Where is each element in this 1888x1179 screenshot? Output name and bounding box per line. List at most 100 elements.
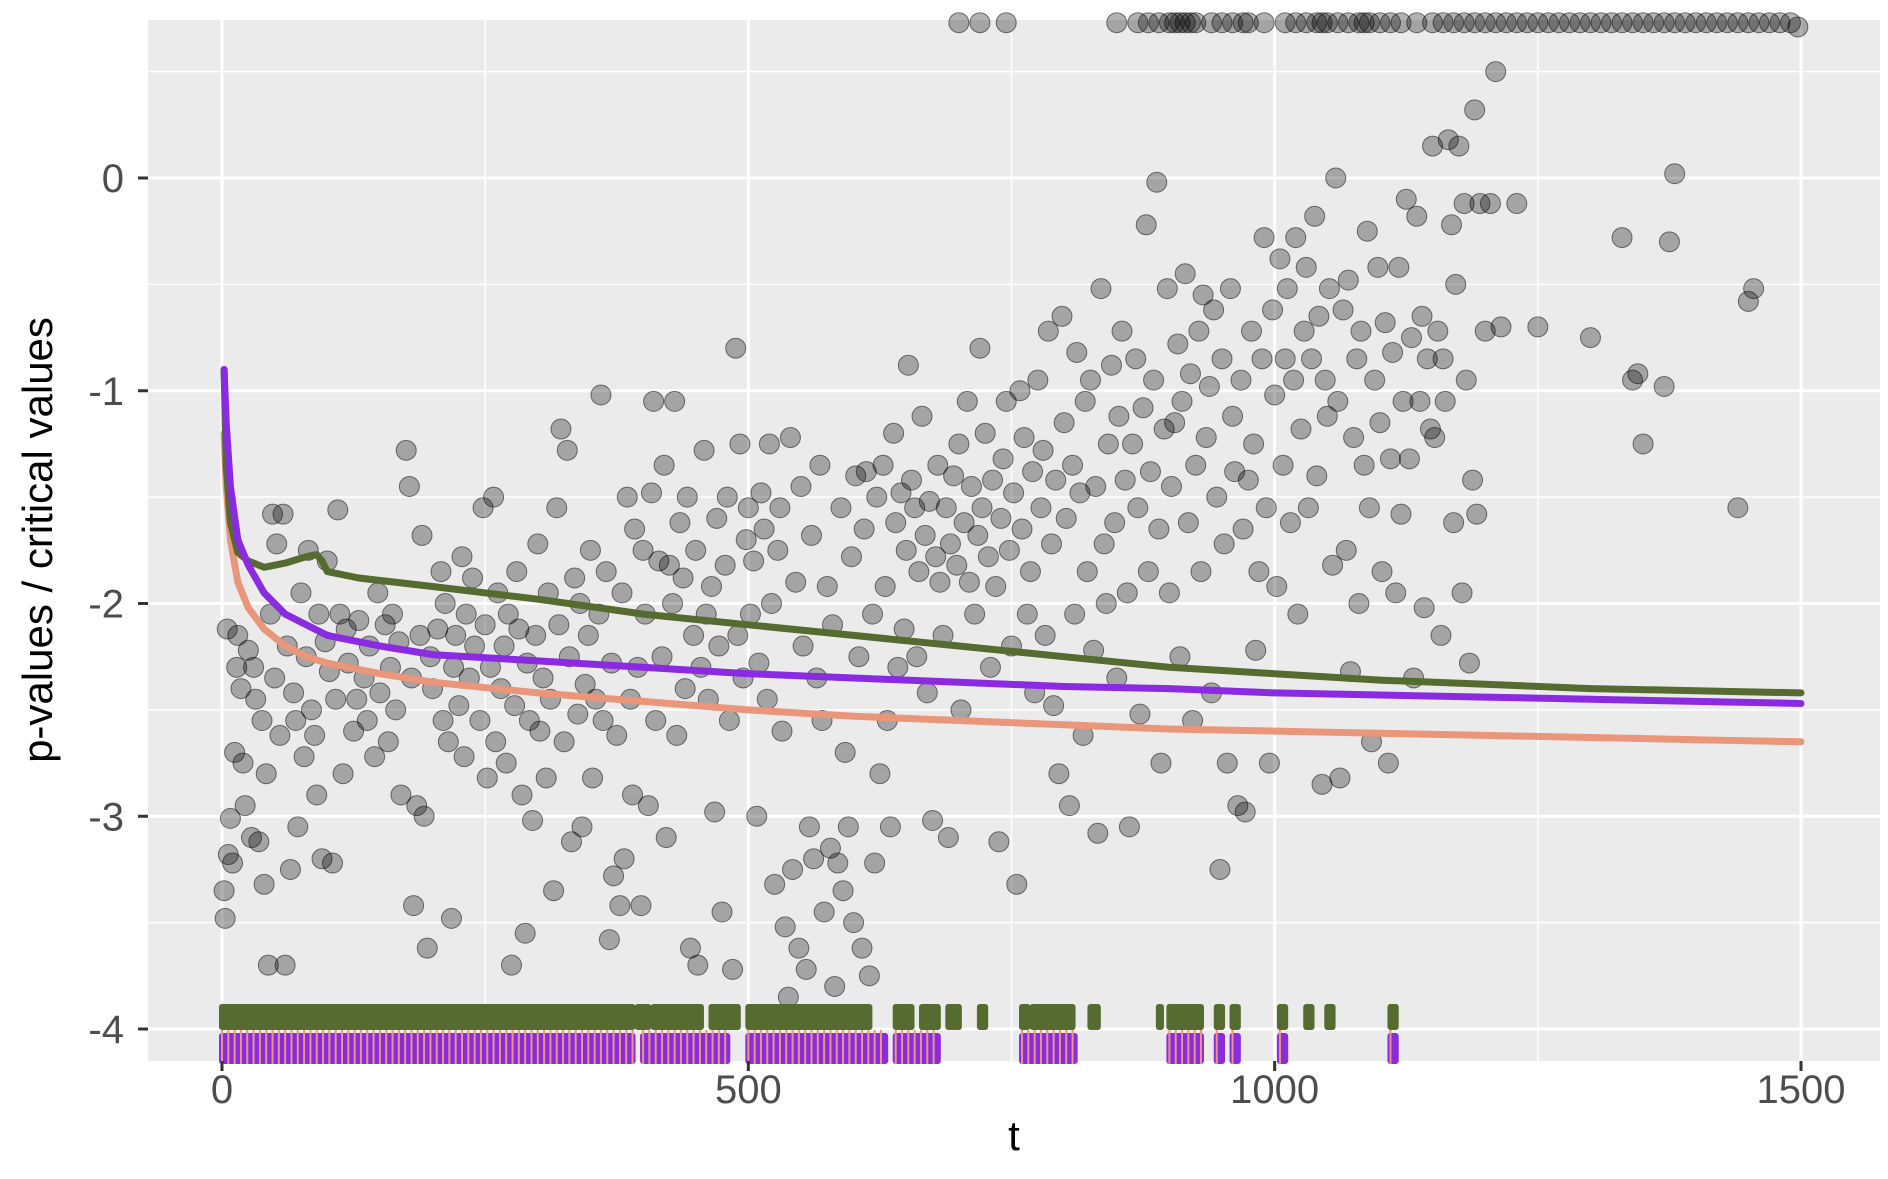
data-point [693, 439, 715, 461]
data-point [548, 614, 570, 636]
data-point [1411, 305, 1433, 327]
data-point [1369, 412, 1391, 434]
rug-green [1029, 1004, 1076, 1030]
data-point [714, 554, 736, 576]
data-point [1022, 461, 1044, 483]
data-point [1346, 348, 1368, 370]
data-point [1395, 188, 1417, 210]
data-point [304, 724, 326, 746]
data-point [630, 895, 652, 917]
data-point [872, 454, 894, 476]
data-point [550, 418, 572, 440]
data-point [1203, 299, 1225, 321]
data-point [609, 895, 631, 917]
data-point-top [1237, 12, 1259, 34]
data-point [1506, 193, 1528, 215]
y-axis-title: p-values / critical values [14, 317, 61, 763]
x-axis: 0 500 1000 1500 [211, 1061, 1845, 1112]
data-point [874, 575, 896, 597]
data-point [1290, 418, 1312, 440]
data-point [483, 486, 505, 508]
data-point [1198, 375, 1220, 397]
data-point [257, 954, 279, 976]
data-point [803, 848, 825, 870]
rug-green [745, 1004, 873, 1030]
data-point [1469, 193, 1491, 215]
data-point [737, 497, 759, 519]
data-point [1232, 518, 1254, 540]
data-point [914, 524, 936, 546]
data-point [676, 486, 698, 508]
data-point-top [1422, 12, 1444, 34]
data-point [1122, 433, 1144, 455]
data-point [440, 907, 462, 929]
data-point [1171, 390, 1193, 412]
data-point [1137, 561, 1159, 583]
data-point-top [1664, 12, 1686, 34]
data-point [939, 533, 961, 555]
data-point [1388, 256, 1410, 278]
data-point [582, 767, 604, 789]
rug-green [1324, 1004, 1336, 1030]
data-point [953, 512, 975, 534]
data-point [879, 816, 901, 838]
rug-green [1303, 1004, 1315, 1030]
data-point [1101, 354, 1123, 376]
data-point-top [1695, 12, 1717, 34]
data-point [1053, 412, 1075, 434]
data-point [937, 827, 959, 849]
data-point [1627, 363, 1649, 385]
y-tick-label: 0 [102, 157, 124, 201]
data-point [1093, 533, 1115, 555]
data-point-top [1201, 12, 1223, 34]
data-point-top [1274, 12, 1296, 34]
data-point [746, 805, 768, 827]
data-point [837, 816, 859, 838]
data-point-top [1390, 12, 1412, 34]
data-point-top [1222, 12, 1244, 34]
data-point [616, 486, 638, 508]
data-point [567, 703, 589, 725]
data-point [845, 465, 867, 487]
data-point [1382, 341, 1404, 363]
purple-critical-line [220, 366, 1805, 707]
data-point [1013, 427, 1035, 449]
data-point [227, 624, 249, 646]
data-point [1011, 518, 1033, 540]
data-point [474, 614, 496, 636]
data-point [725, 337, 747, 359]
data-point [648, 550, 670, 572]
data-point [437, 731, 459, 753]
data-point [800, 524, 822, 546]
data-point-top [995, 12, 1017, 34]
data-point-top [1379, 12, 1401, 34]
data-point [590, 384, 612, 406]
data-point [1051, 305, 1073, 327]
data-point [885, 512, 907, 534]
data-point [506, 561, 528, 583]
data-point-top [1495, 12, 1517, 34]
data-point [1237, 469, 1259, 491]
y-tick-label: -3 [88, 795, 124, 839]
data-point-top [1506, 12, 1528, 34]
data-point [753, 518, 775, 540]
data-point [1316, 405, 1338, 427]
data-point [1269, 248, 1291, 270]
data-point [700, 575, 722, 597]
data-point [219, 807, 241, 829]
data-point [1041, 533, 1063, 555]
rug-green [219, 1004, 636, 1030]
data-point-top [1443, 12, 1465, 34]
data-point [1234, 801, 1256, 823]
data-point [1304, 205, 1326, 227]
data-point [1272, 454, 1294, 476]
data-point [669, 512, 691, 534]
data-point [1322, 554, 1344, 576]
data-point [1241, 320, 1263, 342]
data-point [1174, 263, 1196, 285]
data-point [451, 546, 473, 568]
data-point [374, 614, 396, 636]
data-point [1087, 822, 1109, 844]
data-point [279, 858, 301, 880]
data-point [395, 439, 417, 461]
